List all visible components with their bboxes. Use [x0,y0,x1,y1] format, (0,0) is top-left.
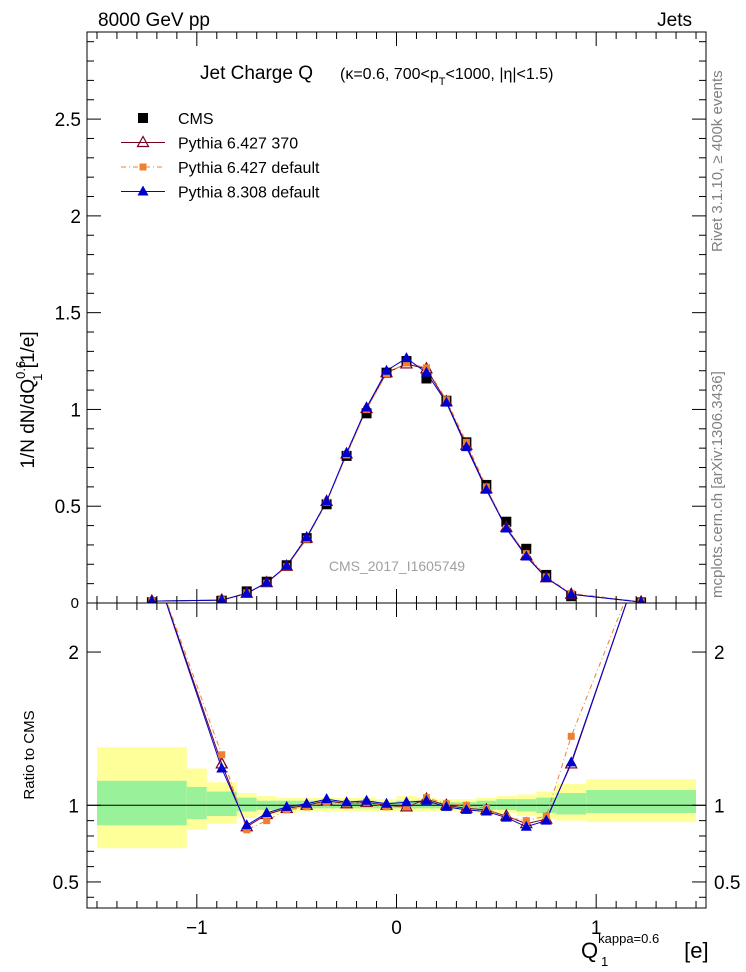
main-point-3-18 [565,588,577,599]
main-ytick-label: 2.5 [55,110,81,131]
main-panel-marks [146,352,647,603]
main-point-3-5 [301,531,313,542]
main-point-3-9 [381,364,393,375]
main-point-3-0 [147,595,157,603]
x-tick-label: 0 [391,918,402,939]
main-point-3-3 [261,576,273,587]
band-inner-0 [96,780,187,826]
chart-title: Jet Charge Q [200,63,313,84]
legend-marker-0 [138,113,148,123]
ratio-point-2-5 [301,797,313,808]
main-point-3-7 [341,446,353,457]
legend-label-1: Pythia 6.427 370 [178,136,298,153]
mcplots-label: mcplots.cern.ch [arXiv:1306.3436] [709,371,726,598]
ratio-line-2 [165,603,627,828]
main-ytick-label: 0.5 [55,497,81,518]
main-point-3-15 [500,522,512,533]
x-axis-label: Qkappa=0.6 1 [e] [581,931,709,969]
ratio-point-2-18 [565,756,577,767]
header-right: Jets [657,10,692,31]
chart-title-sub: (κ=0.6, 700<pT<1000, |η|<1.5) [340,66,553,88]
main-point-3-14 [480,483,492,494]
main-ytick-label: 2 [70,207,81,228]
main-ytick-label: 1.5 [55,304,81,325]
legend-label-0: CMS [178,111,214,128]
main-point-3-4 [281,559,293,570]
main-ytick-label: 1 [70,400,81,421]
band-inner-1 [186,786,207,820]
legend-marker-2 [139,163,147,171]
ratio-point-1-2 [243,826,251,834]
cms-point-11 [421,373,432,384]
ratio-point-2-6 [321,793,333,804]
main-point-3-8 [361,401,373,412]
band-inner-19 [556,793,587,815]
legend: CMS Pythia 6.427 370 Pythia 6.427 default P… [121,111,320,202]
ratio-point-2-8 [361,794,373,805]
ratio-ytick-label: 1 [68,796,79,817]
ratio-point-2-4 [281,800,293,811]
ratio-y-axis-label: Ratio to CMS [21,710,38,799]
ratio-uncertainty-bands [87,747,706,849]
legend-marker-1 [136,135,150,148]
ratio-point-2-3 [261,806,273,817]
ratio-point-2-14 [480,805,492,816]
ratio-point-2-11 [420,794,432,805]
main-ytick-label-zero: 0 [71,595,79,612]
cms-point-8 [361,408,372,419]
ratio-point-2-12 [440,800,452,811]
legend-marker-3 [137,185,149,196]
ratio-ytick-label: 0.5 [53,873,79,894]
main-point-3-1 [216,594,227,603]
ratio-ytick-label-right: 0.5 [714,873,740,894]
y-axis-label: 1/N dN/dQ0.6 1 [1/e] [13,331,45,468]
ratio-point-1-10 [402,803,410,811]
ratio-point-1-1 [218,751,226,759]
main-point-3-17 [540,571,552,582]
ratio-point-2-17 [540,814,552,825]
band-inner-3 [236,797,257,812]
main-point-3-2 [241,587,253,598]
ratio-point-1-16 [522,817,530,825]
ratio-point-2-2 [241,819,253,830]
main-point-3-10 [400,352,412,363]
header-left: 8000 GeV pp [98,10,210,31]
ratio-point-1-18 [567,732,575,740]
x-tick-label: −1 [186,918,208,939]
rivet-label: Rivet 3.1.10, ≥ 400k events [709,70,726,252]
band-inner-20 [586,789,697,813]
band-inner-16 [496,799,517,810]
legend-label-3: Pythia 8.308 default [178,185,320,202]
main-point-3-12 [440,396,452,407]
legend-label-2: Pythia 6.427 default [178,160,320,177]
ratio-point-2-10 [400,796,412,807]
ratio-point-2-15 [500,811,512,822]
main-point-2-10 [402,359,410,367]
ratio-point-2-16 [520,820,532,831]
ratio-point-2-1 [216,762,228,773]
x-tick-label: 1 [591,918,602,939]
ratio-point-2-13 [460,803,472,814]
ratio-point-2-7 [341,796,353,807]
ratio-panel-marks [165,603,627,834]
main-point-3-6 [321,495,333,506]
ratio-ytick-label: 2 [68,643,79,664]
analysis-watermark: CMS_2017_I1605749 [329,558,465,574]
main-point-3-11 [420,366,432,377]
ratio-ytick-label-right: 2 [714,643,725,664]
ratio-ytick-label-right: 1 [714,796,725,817]
main-point-3-16 [520,550,532,561]
band-inner-2 [206,791,237,817]
ratio-point-1-3 [263,817,271,825]
main-point-3-19 [637,596,645,603]
ratio-point-2-9 [381,797,393,808]
axes: 0.5 1 1.5 2 2.5 0 −1 0 1 0.5 0.5 1 1 2 2 [53,31,740,939]
main-point-3-13 [460,441,472,452]
